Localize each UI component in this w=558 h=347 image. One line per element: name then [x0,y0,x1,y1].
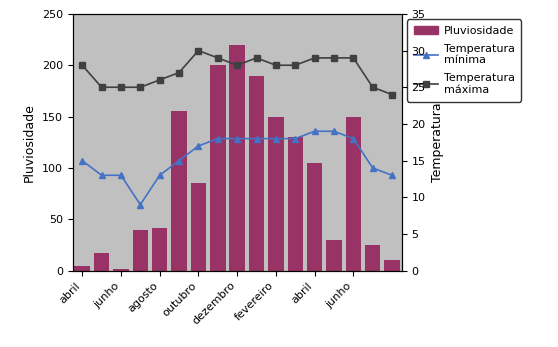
Bar [94,253,109,271]
Bar [74,265,90,271]
Bar [326,240,341,271]
Bar [210,65,225,271]
Bar [171,111,187,271]
Bar [152,228,167,271]
Y-axis label: Pluviosidade: Pluviosidade [23,103,36,182]
Bar [287,137,303,271]
Bar [307,163,323,271]
Bar [249,76,264,271]
Y-axis label: Temperatura: Temperatura [431,102,444,182]
Bar [365,245,381,271]
Bar [384,260,400,271]
Bar [113,269,129,271]
Legend: Pluviosidade, Temperatura
mínima, Temperatura
máxima: Pluviosidade, Temperatura mínima, Temper… [407,19,521,102]
Bar [268,117,283,271]
Bar [133,230,148,271]
Bar [229,45,245,271]
Bar [345,117,361,271]
Bar [191,183,206,271]
